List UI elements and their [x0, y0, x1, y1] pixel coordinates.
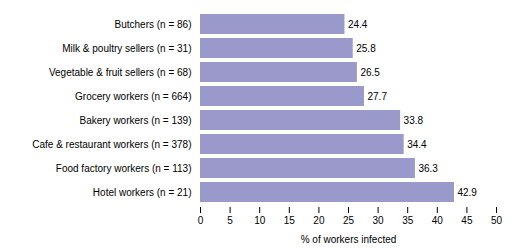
svg-text:Cafe & restaurant workers (n =: Cafe & restaurant workers (n = 378): [32, 139, 191, 150]
svg-text:Bakery workers (n = 139): Bakery workers (n = 139): [80, 115, 192, 126]
svg-text:42.9: 42.9: [457, 187, 477, 198]
svg-text:Butchers (n = 86): Butchers (n = 86): [115, 19, 192, 30]
svg-text:Food factory workers (n = 113): Food factory workers (n = 113): [56, 163, 192, 174]
svg-text:26.5: 26.5: [360, 67, 380, 78]
svg-text:24.4: 24.4: [348, 19, 368, 30]
svg-text:25: 25: [343, 215, 355, 226]
svg-text:Milk & poultry sellers (n = 31: Milk & poultry sellers (n = 31): [62, 43, 191, 54]
svg-text:36.3: 36.3: [418, 163, 438, 174]
svg-text:5: 5: [227, 215, 233, 226]
svg-text:45: 45: [461, 215, 473, 226]
svg-text:% of workers infected: % of workers infected: [301, 234, 397, 245]
svg-text:27.7: 27.7: [367, 91, 387, 102]
svg-text:35: 35: [402, 215, 414, 226]
svg-text:34.4: 34.4: [407, 139, 427, 150]
svg-text:30: 30: [373, 215, 385, 226]
svg-text:Hotel workers (n = 21): Hotel workers (n = 21): [93, 187, 192, 198]
svg-text:Grocery workers (n = 664): Grocery workers (n = 664): [75, 91, 191, 102]
svg-text:33.8: 33.8: [404, 115, 424, 126]
svg-text:15: 15: [284, 215, 296, 226]
svg-text:10: 10: [254, 215, 266, 226]
svg-text:Vegetable & fruit sellers (n =: Vegetable & fruit sellers (n = 68): [49, 67, 192, 78]
svg-text:25.8: 25.8: [356, 43, 376, 54]
svg-text:20: 20: [313, 215, 325, 226]
svg-text:0: 0: [198, 215, 204, 226]
svg-text:40: 40: [432, 215, 444, 226]
svg-text:50: 50: [491, 215, 503, 226]
